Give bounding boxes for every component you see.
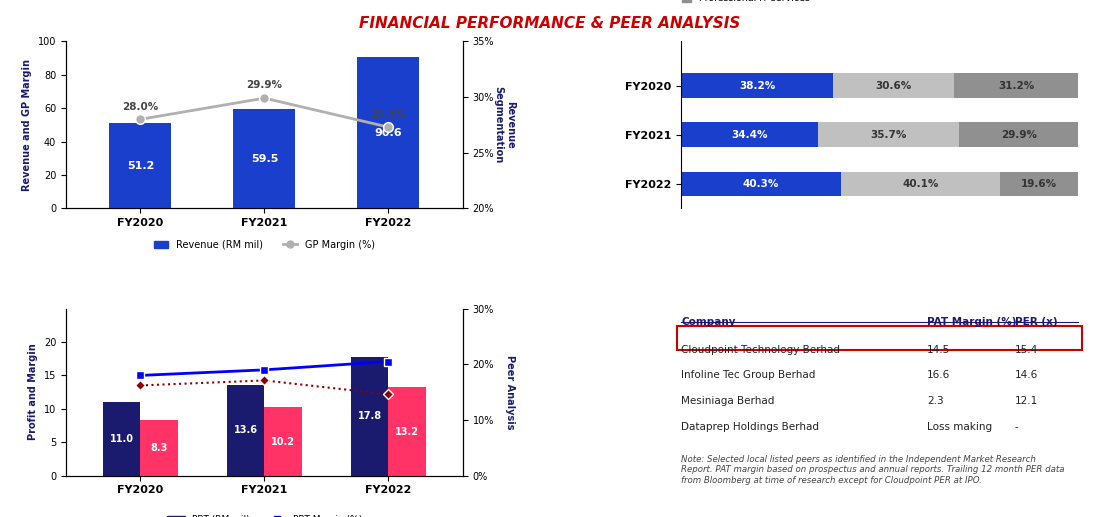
Bar — [681, 73, 833, 98]
Text: Loss making: Loss making — [927, 422, 992, 432]
Text: 31.2%: 31.2% — [998, 81, 1034, 90]
Text: 12.1: 12.1 — [1014, 397, 1037, 406]
Bar — [833, 73, 954, 98]
Text: 14.6: 14.6 — [1014, 370, 1037, 381]
Text: 29.9%: 29.9% — [246, 80, 283, 90]
Text: 15.4: 15.4 — [1014, 344, 1037, 355]
Text: 16.6: 16.6 — [927, 370, 950, 381]
Bar — [351, 357, 388, 476]
Y-axis label: Revenue
Segmentation: Revenue Segmentation — [494, 86, 515, 163]
Text: 35.7%: 35.7% — [870, 130, 906, 140]
Text: Mesiniaga Berhad: Mesiniaga Berhad — [681, 397, 774, 406]
Bar — [141, 420, 177, 476]
Bar — [233, 109, 296, 208]
Legend: Enterprise and data centre networking solutions, Cybersecurity solutions, Profes: Enterprise and data centre networking so… — [678, 0, 932, 7]
Bar — [264, 407, 301, 476]
Text: Note: Selected local listed peers as identified in the Independent Market Resear: Note: Selected local listed peers as ide… — [681, 455, 1065, 484]
Text: 17.8: 17.8 — [358, 411, 382, 421]
Text: FINANCIAL PERFORMANCE & PEER ANALYSIS: FINANCIAL PERFORMANCE & PEER ANALYSIS — [360, 16, 740, 31]
Text: 10.2: 10.2 — [271, 436, 295, 447]
Text: 34.4%: 34.4% — [732, 130, 768, 140]
Legend: Revenue (RM mil), GP Margin (%): Revenue (RM mil), GP Margin (%) — [150, 236, 378, 254]
Bar — [842, 172, 1000, 196]
Bar — [109, 123, 172, 208]
Bar — [817, 123, 959, 147]
Text: 38.2%: 38.2% — [739, 81, 776, 90]
Text: 90.6: 90.6 — [375, 128, 403, 138]
Legend: PBT (RM mil), PAT (RM mil), PBT Margin (%), PAT Margin (%): PBT (RM mil), PAT (RM mil), PBT Margin (… — [163, 511, 366, 517]
Bar — [959, 123, 1078, 147]
Text: PAT Margin (%): PAT Margin (%) — [927, 317, 1016, 327]
Text: 13.2: 13.2 — [395, 427, 419, 436]
Text: 29.9%: 29.9% — [1001, 130, 1036, 140]
Text: 8.3: 8.3 — [151, 443, 167, 453]
Bar — [228, 385, 264, 476]
Bar — [103, 402, 141, 476]
Y-axis label: Revenue and GP Margin: Revenue and GP Margin — [22, 59, 32, 191]
Text: 27.3%: 27.3% — [371, 109, 407, 119]
Text: PER (x): PER (x) — [1014, 317, 1057, 327]
Text: -: - — [1014, 422, 1019, 432]
Text: Dataprep Holdings Berhad: Dataprep Holdings Berhad — [681, 422, 820, 432]
Text: 14.5: 14.5 — [927, 344, 950, 355]
Text: 40.3%: 40.3% — [742, 179, 779, 189]
Text: 19.6%: 19.6% — [1021, 179, 1057, 189]
Bar — [388, 387, 426, 476]
Text: 51.2: 51.2 — [126, 161, 154, 171]
Bar — [954, 73, 1078, 98]
Y-axis label: Profit and Margin: Profit and Margin — [29, 344, 38, 440]
Text: 28.0%: 28.0% — [122, 101, 158, 112]
Text: 59.5: 59.5 — [251, 154, 278, 164]
Bar — [681, 123, 817, 147]
Bar — [358, 57, 419, 208]
Bar — [681, 172, 842, 196]
Text: 40.1%: 40.1% — [902, 179, 938, 189]
Text: Infoline Tec Group Berhad: Infoline Tec Group Berhad — [681, 370, 815, 381]
Text: 13.6: 13.6 — [234, 425, 257, 435]
Y-axis label: Peer Analysis: Peer Analysis — [505, 355, 515, 430]
Text: Company: Company — [681, 317, 736, 327]
Text: 2.3: 2.3 — [927, 397, 944, 406]
Text: Cloudpoint Technology Berhad: Cloudpoint Technology Berhad — [681, 344, 840, 355]
Text: 30.6%: 30.6% — [876, 81, 912, 90]
Bar — [1000, 172, 1078, 196]
Text: 11.0: 11.0 — [110, 434, 134, 444]
